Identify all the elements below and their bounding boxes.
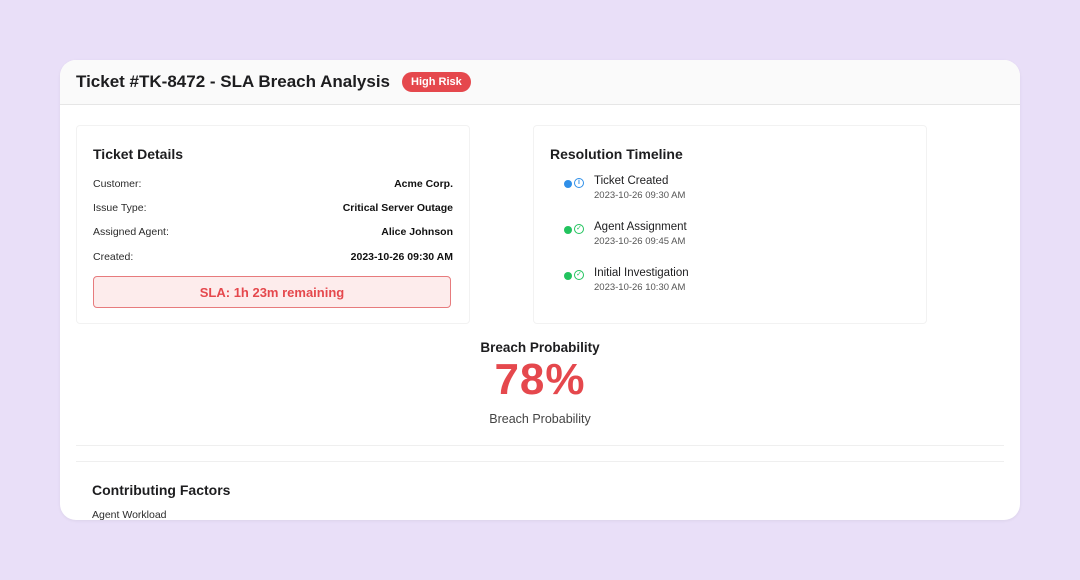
detail-row-customer: Customer: Acme Corp. — [93, 176, 453, 192]
detail-row-assigned-agent: Assigned Agent: Alice Johnson — [93, 224, 453, 240]
analysis-window: Ticket #TK-8472 - SLA Breach Analysis Hi… — [60, 60, 1020, 520]
timeline-title: Resolution Timeline — [550, 146, 683, 162]
factor-item: Agent Workload — [92, 509, 167, 520]
timeline-item-time: 2023-10-26 09:45 AM — [594, 236, 686, 247]
breach-probability-value: 78% — [494, 355, 586, 404]
detail-label: Customer: — [93, 178, 142, 190]
timeline-item-time: 2023-10-26 09:30 AM — [594, 190, 686, 201]
detail-label: Assigned Agent: — [93, 226, 169, 238]
page-title: Ticket #TK-8472 - SLA Breach Analysis — [76, 72, 391, 91]
detail-label: Issue Type: — [93, 202, 147, 214]
detail-row-created: Created: 2023-10-26 09:30 AM — [93, 249, 453, 265]
contributing-factors-title: Contributing Factors — [92, 482, 231, 498]
contributing-factors-panel: Contributing Factors Agent Workload — [76, 461, 1004, 520]
resolution-timeline-card: Resolution Timeline i Ticket Created 202… — [533, 125, 927, 324]
detail-row-issue-type: Issue Type: Critical Server Outage — [93, 200, 453, 216]
breach-probability-title: Breach Probability — [480, 340, 600, 355]
timeline-item-title: Ticket Created — [594, 175, 669, 187]
timeline-item-time: 2023-10-26 10:30 AM — [594, 282, 686, 293]
risk-badge: High Risk — [402, 72, 471, 92]
detail-value: Critical Server Outage — [342, 202, 453, 214]
timeline-item-title: Agent Assignment — [594, 221, 687, 233]
breach-probability-panel: Breach Probability 78% Breach Probabilit… — [76, 323, 1004, 446]
status-dot — [564, 272, 572, 280]
detail-value: Acme Corp. — [394, 178, 453, 190]
timeline-item-title: Initial Investigation — [594, 267, 689, 279]
sla-remaining-banner: SLA: 1h 23m remaining — [93, 276, 451, 308]
detail-label: Created: — [93, 251, 134, 263]
ticket-details-card: Ticket Details Customer: Acme Corp. Issu… — [76, 125, 470, 324]
ticket-details-title: Ticket Details — [93, 146, 184, 162]
status-dot — [564, 226, 572, 234]
detail-value: 2023-10-26 09:30 AM — [350, 251, 453, 263]
check-circle-icon: ✓ — [574, 224, 584, 234]
window-header: Ticket #TK-8472 - SLA Breach Analysis Hi… — [60, 60, 1020, 105]
check-circle-icon: ✓ — [574, 270, 584, 280]
status-dot — [564, 180, 572, 188]
detail-value: Alice Johnson — [381, 226, 453, 238]
info-icon: i — [574, 178, 584, 188]
breach-probability-caption: Breach Probability — [489, 412, 591, 426]
